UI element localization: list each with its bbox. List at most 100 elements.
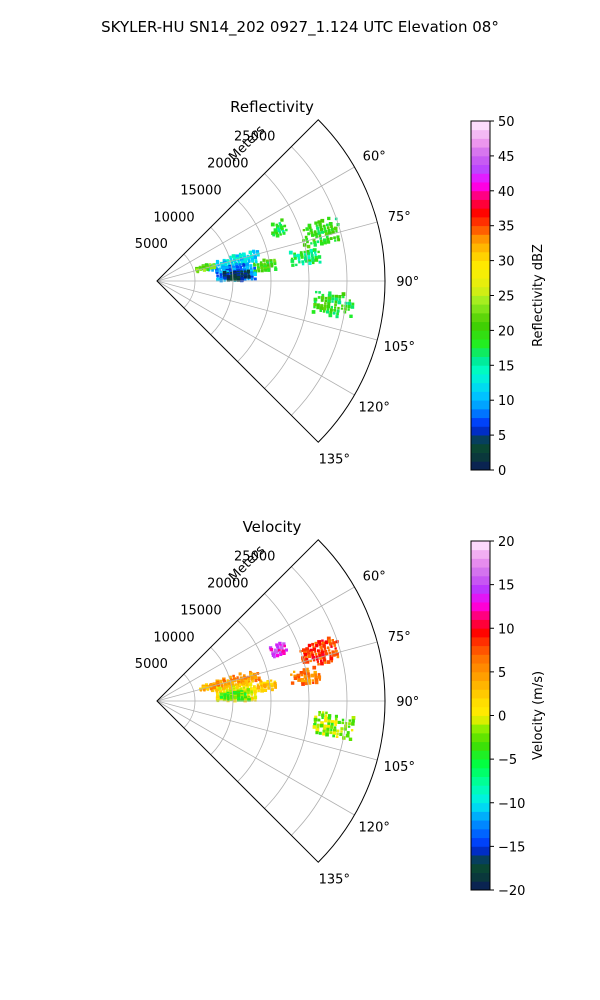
echo-pixel — [341, 304, 344, 307]
echo-pixel — [275, 233, 280, 238]
echo-pixel — [203, 689, 206, 692]
echo-pixel — [297, 676, 301, 680]
echo-pixel — [331, 230, 335, 234]
echo-pixel — [325, 732, 329, 737]
echo-pixel — [316, 723, 320, 727]
echo-pixel — [248, 680, 251, 684]
echo-pixel — [312, 665, 317, 670]
echo-pixel — [293, 254, 297, 258]
echo-pixel — [275, 225, 280, 229]
colorbar-band — [471, 269, 490, 279]
echo-pixel — [312, 658, 316, 662]
echo-pixel — [263, 688, 268, 692]
echo-pixel — [203, 268, 206, 272]
echo-region — [222, 269, 251, 282]
echo-pixel — [253, 266, 256, 270]
echo-pixel — [224, 686, 228, 690]
colorbar-tick-label: 5 — [498, 666, 506, 681]
echo-pixel — [326, 223, 329, 227]
colorbar-band — [471, 776, 490, 786]
echo-pixel — [320, 721, 324, 725]
echo-pixel — [270, 261, 273, 264]
echo-pixel — [279, 233, 282, 236]
echo-pixel — [333, 726, 337, 729]
azimuth-gridline — [156, 166, 355, 282]
echo-pixel — [206, 688, 209, 691]
echo-pixel — [306, 244, 311, 249]
echo-pixel — [315, 680, 319, 685]
echo-pixel — [318, 260, 322, 264]
echo-pixel — [245, 680, 249, 684]
colorbar-band — [471, 811, 490, 821]
echo-pixel — [243, 690, 247, 693]
echo-pixel — [259, 262, 263, 266]
echo-pixel — [324, 719, 328, 723]
echo-pixel — [322, 732, 326, 736]
echo-pixel — [243, 691, 247, 695]
echo-pixel — [216, 276, 219, 279]
echo-pixel — [309, 659, 312, 663]
colorbar-band — [471, 286, 490, 296]
colorbar-tick-label: −5 — [498, 753, 517, 768]
echo-pixel — [323, 241, 327, 245]
echo-pixel — [256, 266, 260, 270]
echo-pixel — [240, 698, 244, 702]
echo-pixel — [273, 260, 277, 264]
echo-pixel — [232, 674, 235, 678]
echo-pixel — [296, 253, 301, 258]
echo-pixel — [317, 640, 321, 644]
echo-pixel — [323, 227, 327, 230]
echo-pixel — [277, 227, 280, 230]
echo-pixel — [310, 231, 314, 235]
echo-pixel — [250, 277, 254, 281]
echo-pixel — [334, 303, 337, 307]
echo-pixel — [319, 237, 322, 240]
echo-pixel — [305, 659, 310, 664]
echo-pixel — [320, 661, 324, 666]
echo-pixel — [251, 679, 254, 683]
echo-pixel — [307, 257, 311, 260]
echo-pixel — [254, 679, 258, 683]
colorbar-band — [471, 732, 490, 743]
echo-pixel — [247, 259, 251, 262]
echo-pixel — [301, 260, 305, 264]
echo-pixel — [273, 228, 278, 232]
echo-pixel — [340, 307, 343, 310]
echo-pixel — [333, 236, 336, 240]
echo-pixel — [317, 651, 321, 655]
echo-pixel — [351, 302, 355, 306]
echo-pixel — [281, 649, 285, 654]
colorbar-band — [471, 628, 490, 638]
echo-pixel — [273, 258, 276, 262]
echo-pixel — [240, 677, 244, 681]
echo-pixel — [269, 682, 274, 686]
echo-pixel — [241, 682, 246, 686]
echo-pixel — [320, 241, 324, 246]
echo-pixel — [219, 271, 223, 274]
echo-pixel — [324, 716, 328, 720]
echo-region — [311, 290, 355, 319]
echo-pixel — [304, 679, 308, 684]
echo-pixel — [340, 730, 343, 733]
echo-pixel — [307, 672, 310, 676]
echo-pixel — [244, 275, 247, 279]
echo-pixel — [243, 693, 247, 696]
echo-pixel — [315, 224, 318, 227]
echo-pixel — [270, 679, 273, 682]
echo-pixel — [274, 267, 278, 271]
echo-pixel — [277, 649, 281, 653]
echo-pixel — [311, 256, 315, 260]
echo-pixel — [308, 681, 312, 685]
echo-pixel — [266, 259, 270, 263]
echo-pixel — [232, 265, 236, 269]
echo-pixel — [322, 310, 326, 313]
figure-suptitle: SKYLER-HU SN14_202 0927_1.124 UTC Elevat… — [101, 18, 499, 37]
echo-pixel — [321, 716, 324, 719]
echo-pixel — [206, 268, 210, 272]
echo-pixel — [320, 650, 325, 655]
echo-pixel — [254, 699, 257, 702]
colorbar-band — [471, 190, 490, 200]
azimuth-gridline — [156, 641, 378, 702]
echo-pixel — [317, 296, 321, 299]
echo-pixel — [319, 225, 323, 229]
